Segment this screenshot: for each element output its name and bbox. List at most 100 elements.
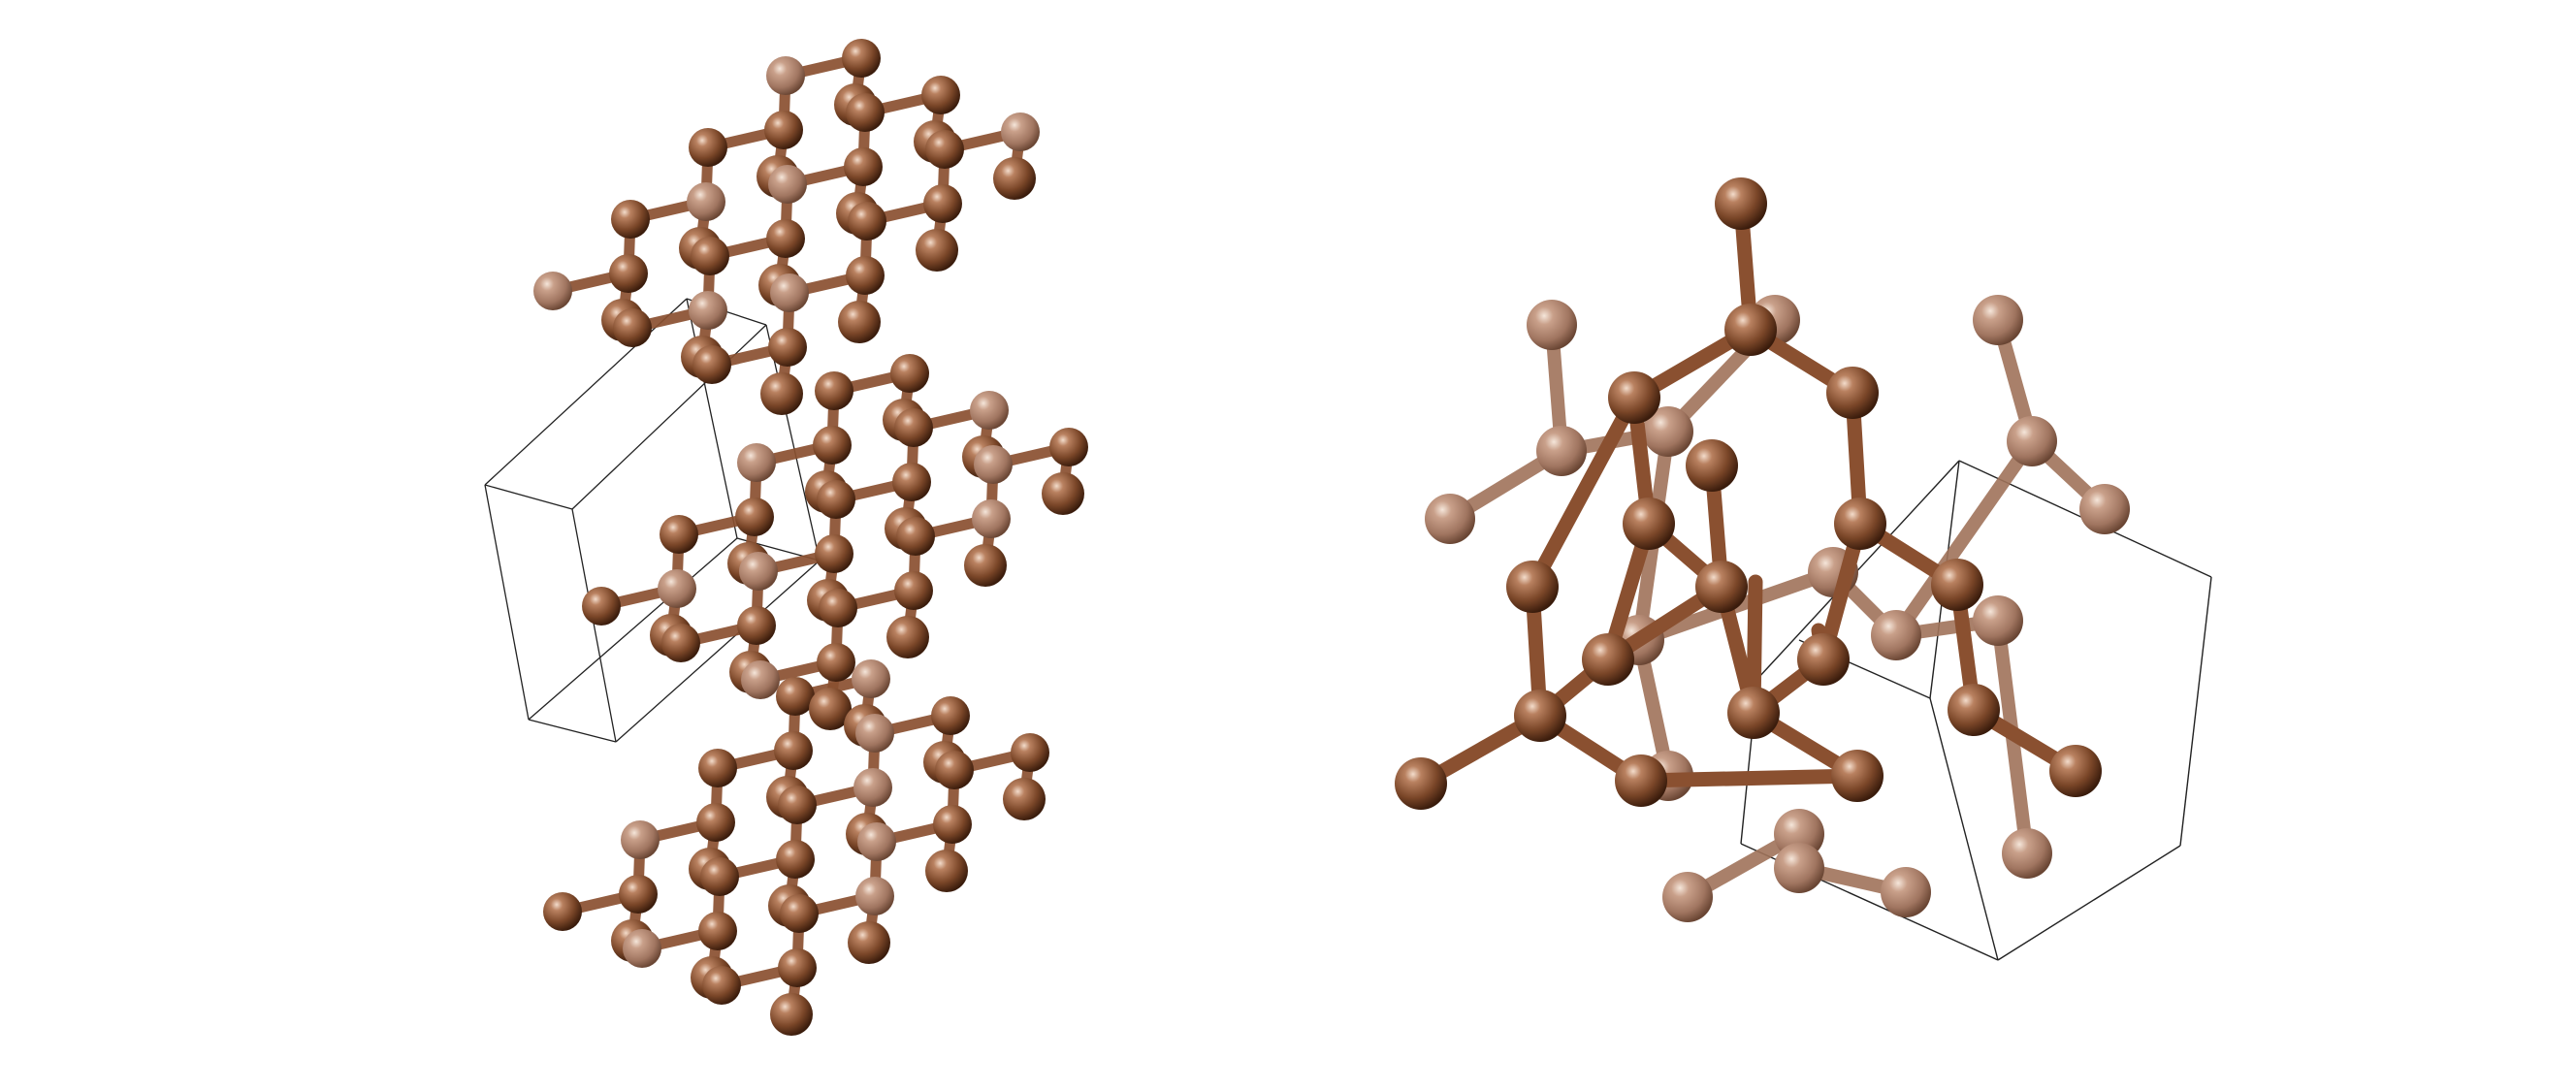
carbon-atom [1715, 177, 1767, 230]
carbon-atom [1948, 684, 2000, 736]
carbon-atom [890, 354, 929, 393]
carbon-atom [621, 820, 660, 859]
carbon-atom [1871, 610, 1921, 660]
carbon-atom [844, 147, 883, 186]
cell-edge [484, 484, 573, 510]
carbon-atom [766, 219, 805, 258]
carbon-atom [1931, 559, 1983, 611]
carbon-atom [838, 301, 881, 343]
carbon-atom [613, 308, 652, 347]
carbon-atom [760, 372, 803, 415]
carbon-atom [1973, 595, 2023, 646]
carbon-atom [1623, 497, 1675, 550]
carbon-atom [1724, 304, 1777, 356]
carbon-atom [815, 534, 853, 573]
carbon-atom [846, 93, 885, 132]
carbon-atom [774, 731, 813, 770]
carbon-atom [1615, 754, 1667, 807]
carbon-atom [611, 200, 650, 239]
diamond-structure [1395, 177, 2212, 961]
carbon-atom [1797, 633, 1850, 686]
carbon-atom [970, 391, 1009, 430]
carbon-atom [735, 497, 774, 536]
carbon-atom [1003, 778, 1046, 820]
carbon-atom [768, 165, 807, 204]
carbon-atom [2079, 484, 2130, 534]
cell-edge [484, 484, 530, 721]
unit-cell-graphite [484, 298, 821, 743]
carbon-atom [1774, 843, 1824, 893]
carbon-atom [737, 606, 776, 645]
carbon-atom [1514, 690, 1566, 742]
cell-edge [484, 298, 688, 486]
carbon-atom [886, 616, 929, 658]
carbon-atom [660, 515, 698, 554]
carbon-atom [1727, 687, 1780, 739]
carbon-atom [741, 660, 780, 699]
carbon-atom [935, 751, 974, 789]
bond [1889, 434, 2039, 642]
carbon-atom [819, 589, 857, 627]
carbon-atom [1686, 439, 1738, 492]
carbon-atom [582, 587, 621, 626]
carbon-atom [1395, 757, 1447, 810]
carbon-atom [778, 786, 817, 824]
carbon-atom [1042, 472, 1084, 515]
carbon-atom [776, 840, 815, 879]
carbon-atom [846, 256, 885, 295]
carbon-atom [933, 805, 972, 844]
carbon-atom [894, 571, 933, 610]
carbon-atom [543, 892, 582, 931]
carbon-atom [1834, 497, 1886, 550]
cell-edge [1997, 845, 2181, 961]
cell-edge [765, 324, 821, 562]
cell-edge [2179, 576, 2212, 847]
carbon-atom [1506, 561, 1559, 613]
carbon-atom [848, 202, 886, 241]
carbon-atom [855, 877, 894, 915]
carbon-atom [1011, 733, 1049, 772]
carbon-atom [1881, 867, 1931, 917]
carbon-atom [852, 659, 890, 698]
carbon-atom [815, 371, 853, 410]
carbon-atom [776, 677, 815, 716]
carbon-atom [842, 39, 881, 78]
carbon-atom [1049, 428, 1088, 466]
carbon-atom [623, 929, 661, 968]
carbon-atom [813, 426, 852, 465]
carbon-atom [853, 768, 892, 807]
carbon-atom [698, 749, 737, 787]
carbon-atom [619, 875, 658, 914]
cell-edge [528, 719, 617, 743]
carbon-atom [737, 443, 776, 482]
carbon-atom [609, 254, 648, 293]
carbon-atom [1643, 406, 1693, 457]
carbon-atom [778, 948, 817, 987]
carbon-atom [691, 237, 729, 275]
carbon-atom [1695, 561, 1748, 613]
carbon-atom [764, 111, 803, 149]
carbon-atom [770, 993, 813, 1036]
cell-edge [615, 560, 821, 743]
carbon-atom [817, 643, 855, 682]
carbon-atom [964, 544, 1007, 587]
cell-edge [528, 537, 738, 721]
carbon-atom [1425, 494, 1475, 544]
carbon-atom [689, 128, 727, 167]
atoms-diamond [1395, 177, 2102, 810]
carbon-atom [698, 912, 737, 950]
bond [1525, 390, 1642, 594]
carbon-atom [700, 857, 739, 896]
carbon-atom [1973, 295, 2023, 345]
carbon-atom [533, 272, 572, 310]
carbon-atom [894, 408, 933, 447]
carbon-atom [993, 157, 1036, 200]
atoms-graphite [533, 39, 1088, 1036]
carbon-atom [768, 328, 807, 367]
carbon-atom [817, 480, 855, 519]
carbon-atom [696, 803, 735, 842]
cell-edge [571, 508, 617, 743]
carbon-atom [780, 894, 819, 933]
carbon-atom [855, 714, 894, 753]
